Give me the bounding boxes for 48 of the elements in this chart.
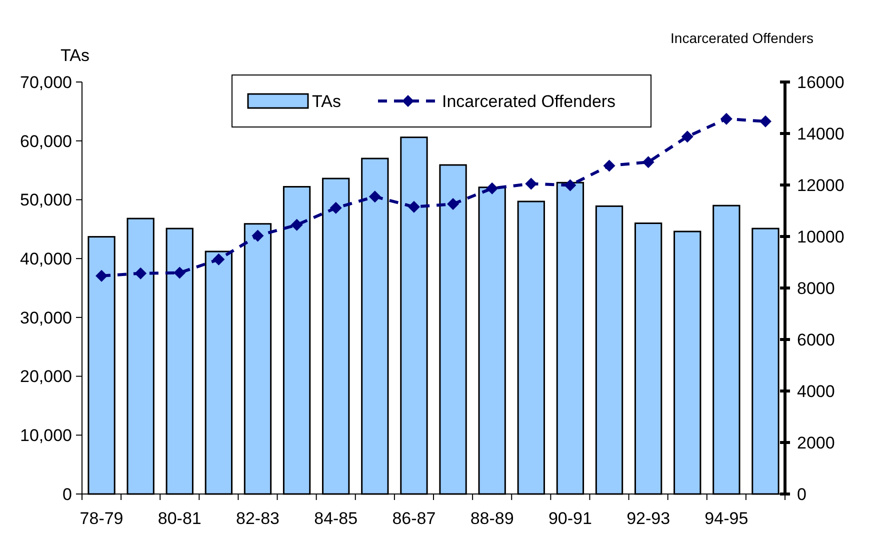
y2-tick-label: 14000 — [797, 124, 844, 144]
x-tick-label: 84-85 — [314, 509, 358, 528]
y-tick-label: 20,000 — [20, 367, 72, 386]
y2-tick-label: 8000 — [797, 278, 835, 298]
x-tick-label: 88-89 — [470, 509, 514, 528]
point — [252, 230, 264, 242]
y2-tick-label: 10000 — [797, 227, 844, 246]
y2-tick-label: 2000 — [797, 433, 835, 452]
y-tick-label: 40,000 — [20, 250, 72, 269]
point — [525, 178, 538, 190]
point — [486, 182, 498, 194]
y-tick-label: 30,000 — [20, 308, 72, 328]
x-tick-label: 94-95 — [704, 509, 748, 528]
y2-axis-title: Incarcerated Offenders — [670, 30, 814, 46]
y2-tick-label: 4000 — [797, 382, 835, 401]
point — [330, 202, 342, 214]
point — [96, 270, 108, 282]
y-axis-title: TAs — [60, 46, 90, 65]
y2-tick-label: 16000 — [797, 72, 844, 92]
point — [642, 156, 654, 168]
point — [447, 198, 460, 210]
y-tick-label: 50,000 — [20, 190, 72, 210]
legend-label: TAs — [312, 92, 341, 111]
x-tick-label: 92-93 — [626, 509, 670, 528]
x-tick-label: 90-91 — [548, 509, 592, 528]
y-tick-label: 10,000 — [20, 426, 72, 446]
point — [290, 218, 303, 231]
point — [368, 190, 381, 203]
legend-label: Incarcerated Offenders — [442, 92, 616, 111]
point — [603, 160, 616, 172]
point — [174, 266, 186, 279]
y-tick-label: 60,000 — [20, 132, 72, 151]
point — [720, 112, 732, 125]
point — [759, 115, 772, 128]
point — [212, 253, 225, 266]
x-tick-label: 82-83 — [236, 509, 280, 528]
x-tick-label: 86-87 — [392, 509, 436, 528]
point — [408, 200, 420, 213]
point — [134, 267, 147, 280]
point — [681, 130, 694, 143]
point — [564, 179, 576, 192]
x-tick-label: 78-79 — [80, 509, 124, 528]
x-tick-label: 80-81 — [158, 509, 202, 528]
y2-tick-label: 12000 — [797, 176, 844, 195]
y2-tick-label: 6000 — [797, 330, 835, 350]
y-tick-label: 70,000 — [20, 72, 72, 92]
y2-tick-label: 0 — [797, 484, 806, 504]
y-tick-label: 0 — [62, 484, 72, 504]
